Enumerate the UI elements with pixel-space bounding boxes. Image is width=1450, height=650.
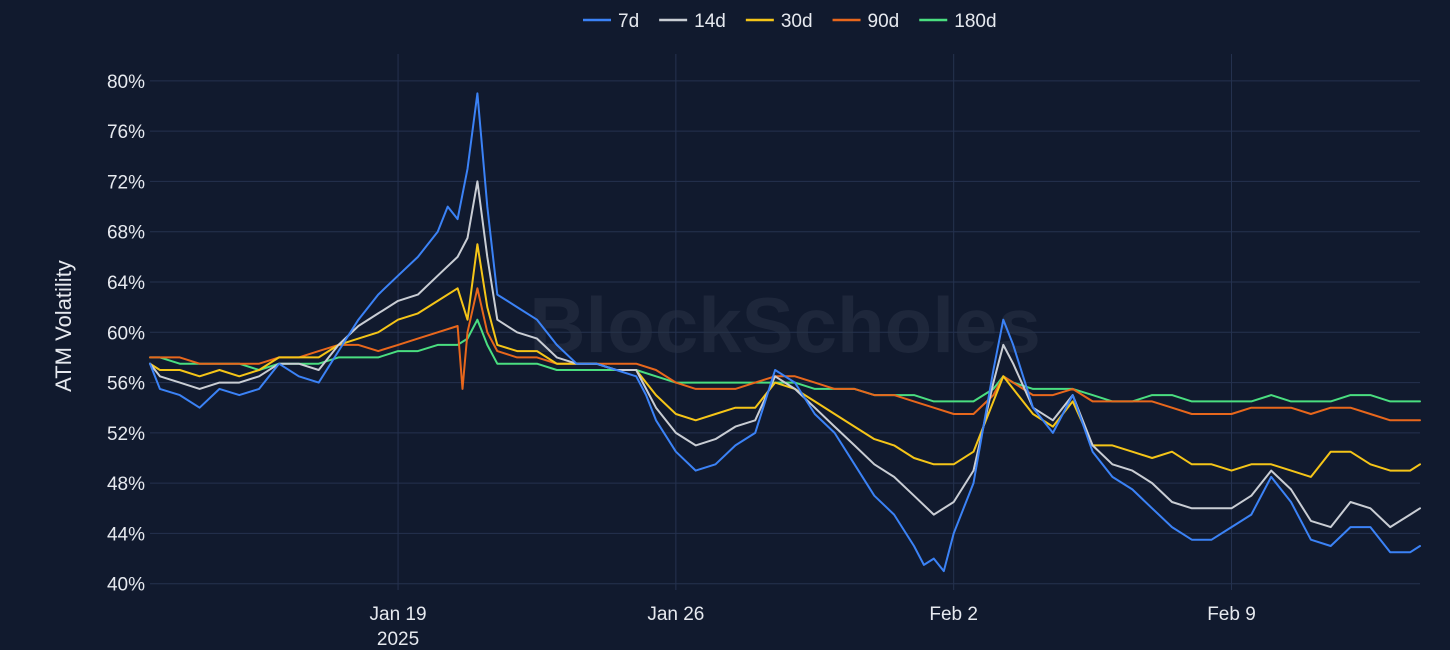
- y-tick-label: 72%: [107, 172, 145, 193]
- y-tick-label: 52%: [107, 424, 145, 445]
- legend-item-90d[interactable]: 90d: [832, 11, 900, 32]
- x-tick-label: Jan 26: [647, 604, 704, 625]
- x-tick-label: Jan 19: [370, 604, 427, 625]
- series-line-30d: [149, 243, 1421, 478]
- y-axis-ticks: 40% 44% 48% 52% 56% 60% 64% 68% 72% 76% 80%: [107, 72, 145, 596]
- x-tick-label: Feb 9: [1207, 604, 1256, 625]
- y-tick-label: 40%: [107, 575, 145, 596]
- legend-item-7d[interactable]: 7d: [583, 11, 639, 32]
- y-tick-label: 68%: [107, 223, 145, 244]
- y-tick-label: 60%: [107, 323, 145, 344]
- x-tick-label: Feb 2: [929, 604, 978, 625]
- legend-label: 14d: [694, 11, 726, 32]
- legend[interactable]: 7d 14d 30d 90d 180d: [583, 11, 997, 32]
- y-tick-label: 80%: [107, 72, 145, 93]
- series-line-90d: [149, 287, 1421, 422]
- legend-item-14d[interactable]: 14d: [659, 11, 726, 32]
- x-axis-ticks: Jan 19 2025 Jan 26 Feb 2 Feb 9: [370, 604, 1256, 650]
- y-axis-title: ATM Volatility: [51, 260, 76, 392]
- legend-label: 90d: [868, 11, 900, 32]
- series-lines: [149, 92, 1421, 573]
- legend-label: 7d: [618, 11, 639, 32]
- series-line-7d: [149, 92, 1421, 573]
- legend-item-180d[interactable]: 180d: [919, 11, 997, 32]
- y-tick-label: 76%: [107, 122, 145, 143]
- watermark: BlockScholes: [529, 281, 1041, 369]
- legend-label: 180d: [954, 11, 996, 32]
- x-tick-sublabel: 2025: [377, 629, 419, 650]
- y-tick-label: 48%: [107, 474, 145, 495]
- y-tick-label: 56%: [107, 374, 145, 395]
- legend-label: 30d: [781, 11, 813, 32]
- y-tick-label: 64%: [107, 273, 145, 294]
- legend-item-30d[interactable]: 30d: [745, 11, 813, 32]
- y-tick-label: 44%: [107, 524, 145, 545]
